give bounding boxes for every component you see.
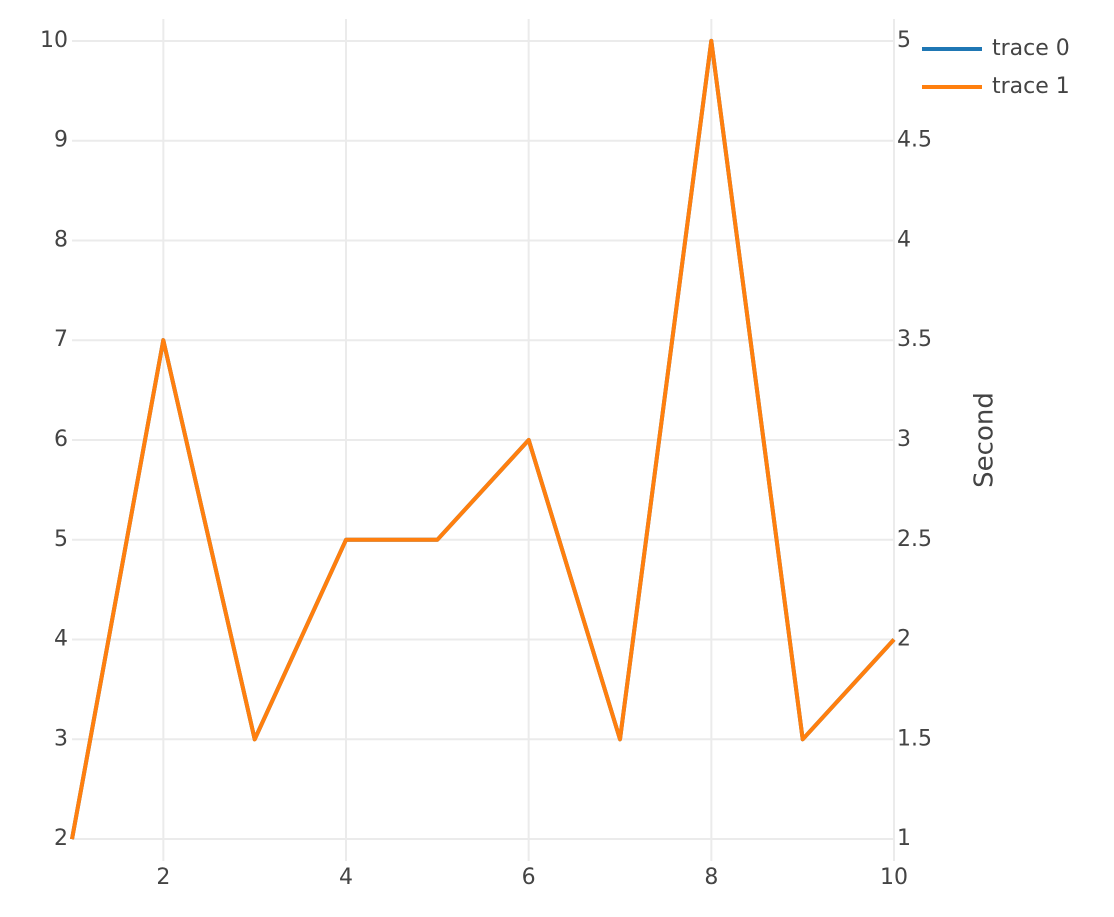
- x-tick-label: 10: [880, 865, 908, 890]
- y-tick-label: 2: [54, 826, 68, 851]
- y2-tick-label: 3.5: [897, 327, 932, 352]
- y2-axis-title: Second: [970, 392, 1000, 488]
- y2-tick-label: 2.5: [897, 527, 932, 552]
- plot-lines: [70, 38, 896, 840]
- y-tick-label: 5: [54, 527, 68, 552]
- y2-tick-label: 2: [897, 627, 911, 652]
- y2-tick-label: 4: [897, 227, 911, 252]
- y-tick-label: 6: [54, 427, 68, 452]
- y-tick-label: 10: [40, 28, 68, 53]
- y-tick-label: 8: [54, 227, 68, 252]
- y-tick-label: 9: [54, 128, 68, 153]
- y2-tick-label: 1.5: [897, 726, 932, 751]
- x-tick-label: 6: [522, 865, 536, 890]
- y2-tick-label: 3: [897, 427, 911, 452]
- legend[interactable]: trace 0 trace 1: [922, 36, 1070, 99]
- legend-item[interactable]: trace 0: [922, 36, 1070, 61]
- y-axis-ticks: 2 3 4 5 6 7 8 9 10: [40, 28, 68, 851]
- legend-label: trace 1: [992, 74, 1070, 99]
- y2-tick-label: 5: [897, 28, 911, 53]
- legend-label: trace 0: [992, 36, 1070, 61]
- y-tick-label: 4: [54, 627, 68, 652]
- y2-tick-label: 4.5: [897, 128, 932, 153]
- y-tick-label: 3: [54, 726, 68, 751]
- legend-item[interactable]: trace 1: [922, 74, 1070, 99]
- y-tick-label: 7: [54, 327, 68, 352]
- y2-tick-label: 1: [897, 826, 911, 851]
- x-tick-label: 8: [704, 865, 718, 890]
- y2-axis-ticks: 1 1.5 2 2.5 3 3.5 4 4.5 5: [897, 28, 932, 851]
- x-tick-label: 4: [339, 865, 353, 890]
- x-tick-label: 2: [156, 865, 170, 890]
- grid: [72, 19, 895, 861]
- x-axis-ticks: 2 4 6 8 10: [156, 865, 908, 890]
- series-line-1: [70, 38, 896, 840]
